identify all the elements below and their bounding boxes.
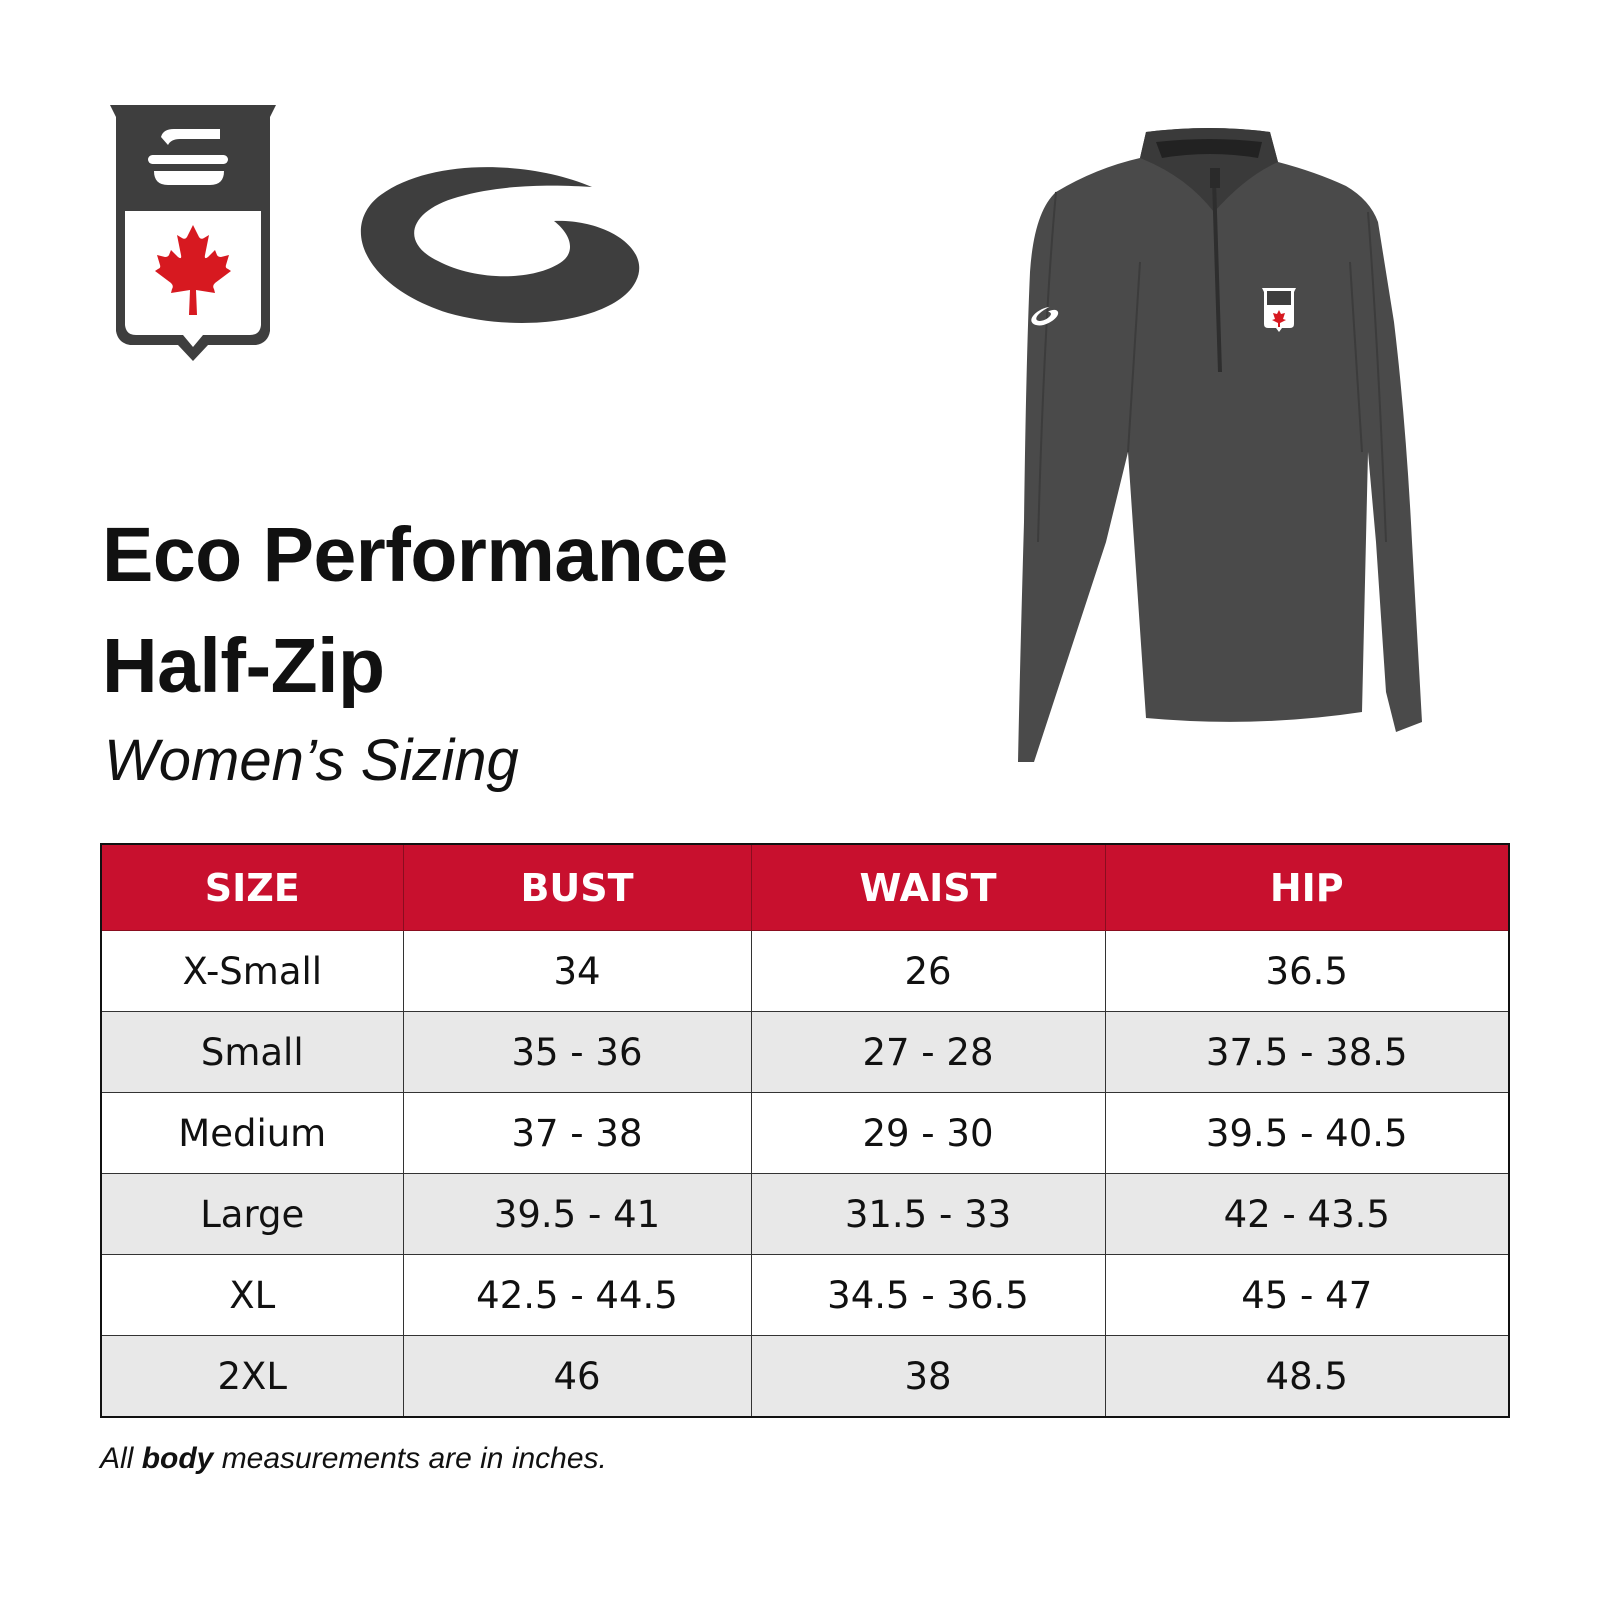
- curling-canada-crest-logo: [110, 105, 276, 361]
- waist-cell: 31.5 - 33: [750, 1173, 1106, 1255]
- bust-cell: 42.5 - 44.5: [402, 1254, 752, 1336]
- product-title-line-2: Half-Zip: [102, 623, 385, 709]
- footnote-prefix: All: [100, 1442, 142, 1475]
- bust-cell: 39.5 - 41: [402, 1173, 752, 1255]
- hip-cell: 45 - 47: [1104, 1254, 1510, 1336]
- bust-cell: 37 - 38: [402, 1092, 752, 1174]
- waist-cell: 27 - 28: [750, 1011, 1106, 1093]
- size-chart-table: SIZE BUST WAIST HIP X-Small 34 26 36.5 S…: [100, 843, 1510, 1418]
- size-cell: Large: [100, 1173, 404, 1255]
- header-size: SIZE: [100, 843, 404, 931]
- jacket-product-image: [1018, 128, 1422, 762]
- bust-cell: 35 - 36: [402, 1011, 752, 1093]
- swoosh-logo: [360, 167, 640, 323]
- header-bust: BUST: [402, 843, 752, 931]
- table-row: X-Small 34 26 36.5: [100, 930, 1510, 1012]
- hip-cell: 36.5: [1104, 930, 1510, 1012]
- table-row: 2XL 46 38 48.5: [100, 1335, 1510, 1418]
- table-header-row: SIZE BUST WAIST HIP: [100, 843, 1510, 931]
- waist-cell: 38: [750, 1335, 1106, 1418]
- header-waist: WAIST: [750, 843, 1106, 931]
- waist-cell: 26: [750, 930, 1106, 1012]
- size-cell: 2XL: [100, 1335, 404, 1418]
- measurement-footnote: All body measurements are in inches.: [100, 1442, 607, 1476]
- table-row: Large 39.5 - 41 31.5 - 33 42 - 43.5: [100, 1173, 1510, 1255]
- product-title: Eco Performance Half-Zip: [102, 500, 862, 722]
- footnote-suffix: measurements are in inches.: [213, 1442, 607, 1475]
- hip-cell: 37.5 - 38.5: [1104, 1011, 1510, 1093]
- product-title-line-1: Eco Performance: [102, 512, 728, 598]
- hip-cell: 48.5: [1104, 1335, 1510, 1418]
- header-hip: HIP: [1104, 843, 1510, 931]
- bust-cell: 46: [402, 1335, 752, 1418]
- size-cell: Medium: [100, 1092, 404, 1174]
- waist-cell: 34.5 - 36.5: [750, 1254, 1106, 1336]
- hip-cell: 42 - 43.5: [1104, 1173, 1510, 1255]
- size-cell: Small: [100, 1011, 404, 1093]
- size-cell: XL: [100, 1254, 404, 1336]
- hip-cell: 39.5 - 40.5: [1104, 1092, 1510, 1174]
- bust-cell: 34: [402, 930, 752, 1012]
- table-row: XL 42.5 - 44.5 34.5 - 36.5 45 - 47: [100, 1254, 1510, 1336]
- size-cell: X-Small: [100, 930, 404, 1012]
- footnote-bold: body: [141, 1442, 214, 1475]
- waist-cell: 29 - 30: [750, 1092, 1106, 1174]
- table-row: Medium 37 - 38 29 - 30 39.5 - 40.5: [100, 1092, 1510, 1174]
- sizing-subtitle: Women’s Sizing: [104, 728, 519, 793]
- table-row: Small 35 - 36 27 - 28 37.5 - 38.5: [100, 1011, 1510, 1093]
